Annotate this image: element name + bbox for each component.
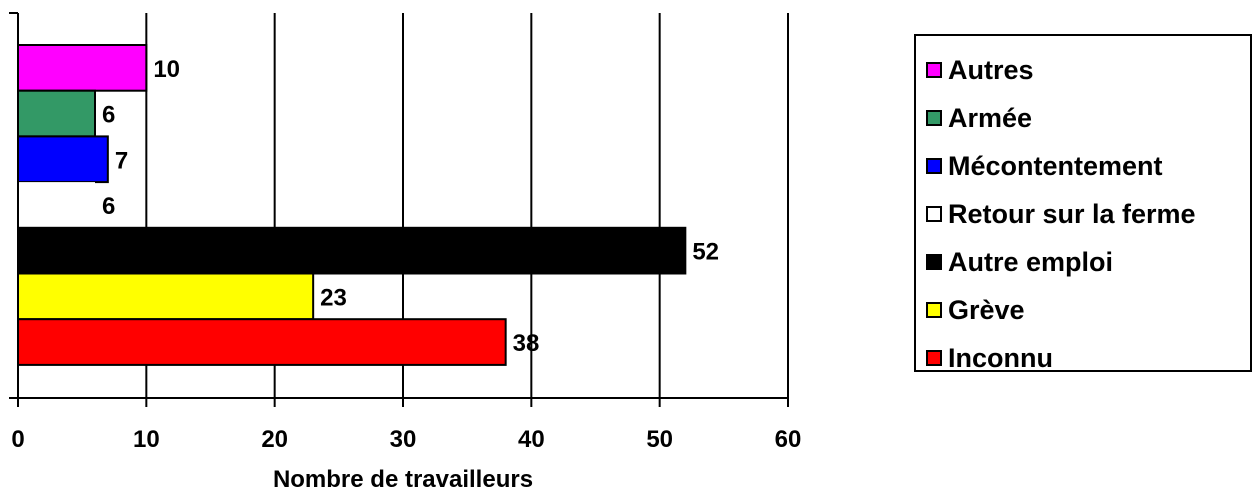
data-label: 10 (153, 56, 180, 83)
bar-gr-ve (17, 272, 315, 321)
data-labels: 10 676 52 23 38 (102, 56, 719, 357)
x-tick-label: 20 (261, 426, 288, 453)
bar-chart: 0 10 20 30 40 50 60 10 676 52 23 38 Nombre de trav… (9, 12, 801, 493)
legend-label: Armée (948, 102, 1033, 133)
bar-retour-sur-la-ferme (18, 182, 95, 228)
x-tick-label: 50 (646, 426, 673, 453)
legend-label: Inconnu (948, 342, 1053, 373)
legend-label: Mécontentement (948, 150, 1163, 181)
legend-swatch (926, 254, 942, 270)
legend-swatch (926, 158, 942, 174)
x-tick-label: 10 (133, 426, 160, 453)
data-label: 6 (102, 193, 115, 220)
x-axis-title: Nombre de travailleurs (273, 466, 533, 493)
bar-m-contentement (17, 135, 109, 184)
x-tick-label: 0 (11, 426, 24, 453)
legend-swatch (926, 62, 942, 78)
legend-label: Grève (948, 294, 1025, 325)
data-label: 7 (115, 147, 128, 174)
legend-item: Mécontentement (916, 142, 1250, 190)
legend-swatch (926, 350, 942, 366)
x-tick-label: 60 (775, 426, 802, 453)
bars (17, 44, 687, 366)
legend-label: Autre emploi (948, 246, 1114, 277)
legend-item: Grève (916, 286, 1250, 334)
legend-swatch (926, 302, 942, 318)
legend-swatch (926, 206, 942, 222)
bar-arm-e (17, 89, 96, 138)
axes (9, 12, 789, 407)
legend: Autres Armée Mécontentement Retour sur la f… (914, 34, 1252, 373)
legend-item: Retour sur la ferme (916, 190, 1250, 238)
data-label: 23 (320, 284, 347, 311)
x-tick-label: 30 (390, 426, 417, 453)
legend-item: Inconnu (916, 334, 1250, 382)
bar-inconnu (17, 318, 507, 366)
data-label: 52 (692, 239, 719, 266)
legend-label: Retour sur la ferme (948, 198, 1196, 229)
x-tick-labels: 0 10 20 30 40 50 60 (11, 426, 801, 453)
bar-autre-emploi (17, 226, 687, 275)
legend-swatch (926, 110, 942, 126)
legend-item: Armée (916, 94, 1250, 142)
legend-item: Autres (916, 46, 1250, 94)
x-tick-label: 40 (518, 426, 545, 453)
bar-autres (17, 44, 148, 92)
legend-label: Autres (948, 54, 1034, 85)
data-label: 38 (513, 330, 540, 357)
data-label: 6 (102, 102, 115, 129)
legend-item: Autre emploi (916, 238, 1250, 286)
